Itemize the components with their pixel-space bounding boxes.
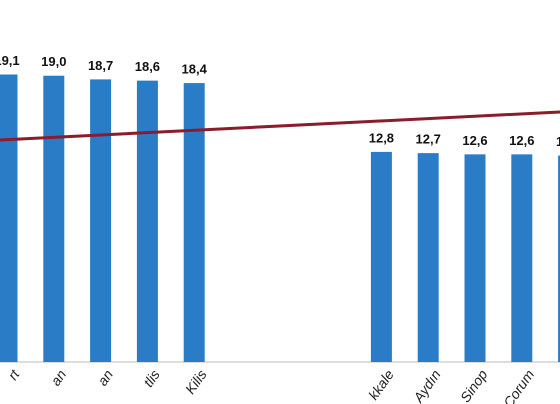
bar bbox=[511, 154, 533, 362]
value-label: 19,1 bbox=[0, 53, 20, 68]
value-label: 12,8 bbox=[369, 130, 394, 145]
value-label: 19,0 bbox=[41, 54, 66, 69]
value-label: 12,5 bbox=[556, 134, 560, 149]
bars bbox=[0, 74, 560, 363]
value-label: 18,7 bbox=[88, 58, 113, 73]
bar bbox=[0, 74, 18, 363]
bar bbox=[136, 80, 158, 362]
value-label: 12,6 bbox=[462, 133, 487, 148]
bar bbox=[183, 83, 205, 362]
value-label: 12,6 bbox=[509, 133, 534, 148]
bar bbox=[370, 151, 392, 362]
bar bbox=[417, 153, 439, 362]
value-label: 18,4 bbox=[182, 62, 208, 77]
value-label: 12,7 bbox=[416, 132, 441, 147]
bar bbox=[558, 155, 560, 362]
bar bbox=[90, 79, 112, 363]
bar bbox=[43, 75, 65, 362]
average-line bbox=[0, 110, 560, 142]
bar bbox=[464, 154, 486, 362]
value-label: 18,6 bbox=[135, 59, 160, 74]
